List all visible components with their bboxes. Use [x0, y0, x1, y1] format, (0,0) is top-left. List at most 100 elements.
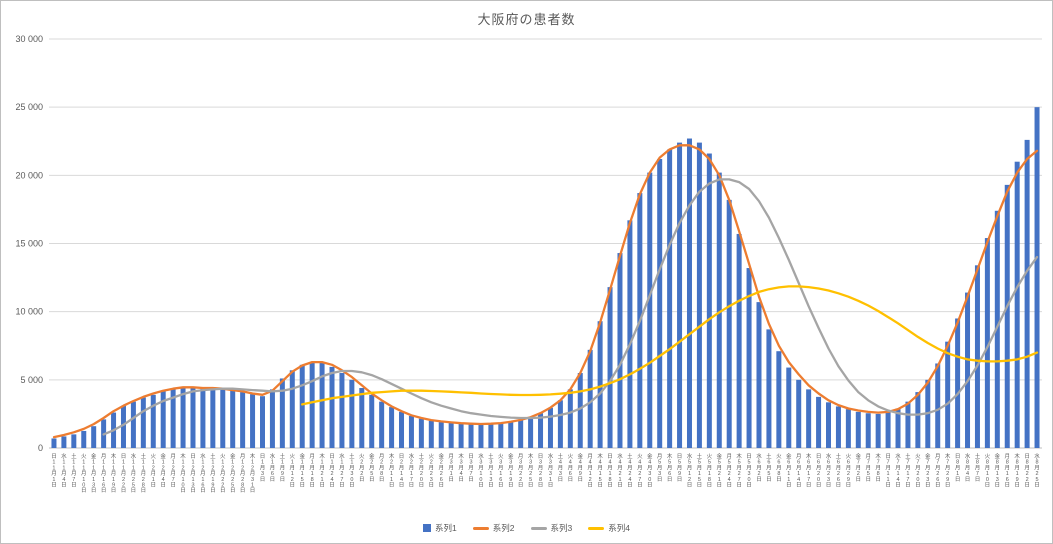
bar — [915, 392, 921, 448]
line-series-3 — [102, 178, 1039, 436]
bar — [756, 302, 762, 448]
bar — [617, 253, 623, 448]
bar — [696, 142, 702, 448]
y-tick-label: 25 000 — [15, 102, 43, 112]
bar — [81, 430, 87, 448]
bar — [945, 341, 951, 448]
bar — [647, 172, 653, 448]
legend-label: 系列2 — [492, 523, 515, 533]
bar — [845, 409, 851, 448]
bar — [279, 378, 285, 448]
legend-item-4[interactable]: 系列4 — [588, 522, 630, 534]
legend-label: 系列3 — [550, 523, 573, 533]
bar — [269, 389, 275, 448]
bar — [448, 422, 454, 448]
bar — [766, 329, 772, 448]
bar — [786, 367, 792, 448]
bar — [399, 411, 405, 448]
bar — [170, 388, 176, 448]
legend-bar-marker — [423, 524, 432, 532]
bar — [984, 238, 990, 448]
bar — [1014, 161, 1020, 448]
bar — [230, 390, 236, 448]
bar — [875, 413, 881, 448]
legend-item-1[interactable]: 系列1 — [423, 522, 457, 534]
bar — [726, 199, 732, 448]
bar — [408, 415, 414, 448]
bar — [349, 379, 355, 448]
bar — [816, 396, 822, 448]
bar — [220, 388, 226, 448]
bar — [61, 436, 67, 448]
line-series-4 — [301, 285, 1039, 406]
legend-item-3[interactable]: 系列3 — [530, 522, 573, 534]
bar — [667, 149, 673, 448]
bar — [418, 418, 424, 448]
bar — [905, 401, 911, 448]
bar — [974, 265, 980, 448]
bar — [607, 287, 613, 448]
y-tick-label: 0 — [38, 443, 43, 453]
bar — [150, 394, 156, 448]
bar — [210, 387, 216, 448]
legend: 系列1 系列2 系列3 系列4 — [1, 522, 1052, 534]
bar — [557, 400, 563, 448]
bar — [339, 373, 345, 448]
legend-item-2[interactable]: 系列2 — [472, 522, 515, 534]
bar — [1034, 107, 1040, 449]
bar — [369, 394, 375, 448]
bar — [1004, 184, 1010, 449]
bar — [865, 413, 871, 448]
y-tick-label: 5 000 — [20, 375, 43, 385]
